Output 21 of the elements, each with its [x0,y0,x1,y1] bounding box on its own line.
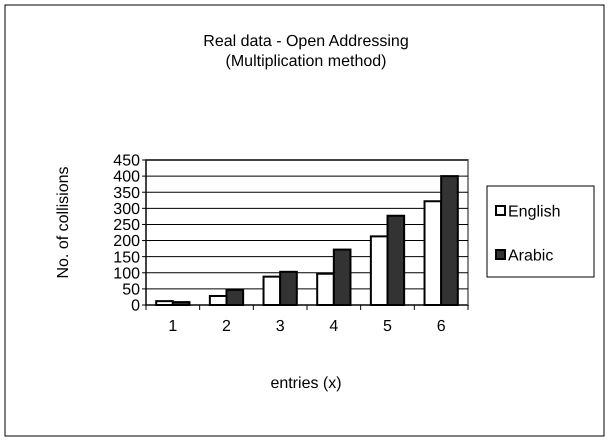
x-tick-label: 3 [276,318,285,335]
x-tick-label: 2 [222,318,232,335]
y-tick-label: 400 [113,168,140,186]
x-tick-label: 4 [329,318,338,335]
legend-label: Arabic [508,248,554,265]
y-tick-label: 250 [113,217,140,234]
y-tick-label: 350 [113,184,140,202]
y-tick-label: 200 [113,233,140,250]
y-axis-title: No. of collisions [55,166,72,279]
y-tick-label: 50 [122,281,140,298]
y-tick-label: 0 [131,298,140,315]
y-tick-label: 450 [113,152,140,170]
x-tick-label: 1 [168,318,178,335]
x-tick-label: 6 [436,318,446,335]
y-tick-label: 300 [113,200,140,218]
chart-title: Real data - Open Addressing (Multiplication method) [203,33,409,70]
y-tick-label: 100 [113,265,140,282]
x-axis-title: entries (x) [270,375,342,392]
y-tick-label: 150 [113,249,140,266]
legend-label: English [508,204,560,221]
x-tick-label: 5 [383,318,392,335]
